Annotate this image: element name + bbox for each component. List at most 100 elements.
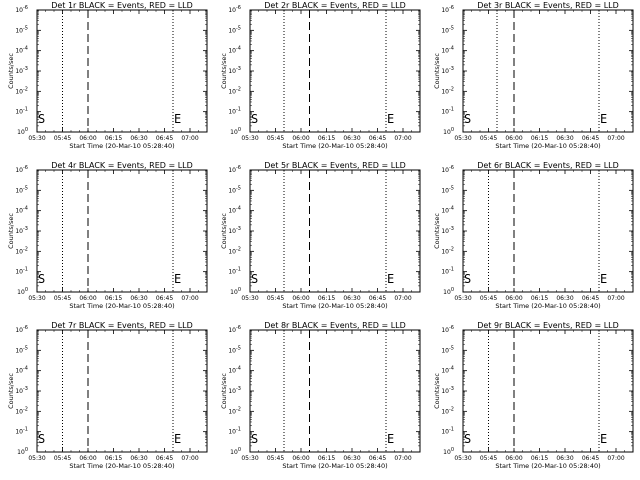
- y-tick-exponent: 0: [25, 287, 28, 293]
- y-tick-exponent: -2: [236, 86, 241, 92]
- x-axis-title: Start Time (20-Mar-10 05:28:40): [282, 302, 387, 310]
- marker-e: E: [387, 112, 394, 126]
- x-axis-title: Start Time (20-Mar-10 05:28:40): [69, 462, 174, 470]
- y-tick-exponent: -2: [449, 406, 454, 412]
- y-tick-exponent: -1: [449, 107, 454, 113]
- y-tick-label: 10-4: [228, 46, 241, 55]
- marker-s: S: [38, 112, 45, 126]
- y-tick-mantissa: 10: [441, 368, 449, 375]
- y-tick-label: 10-3: [15, 386, 28, 395]
- y-tick-mantissa: 10: [443, 129, 451, 136]
- y-tick-mantissa: 10: [15, 68, 23, 75]
- y-tick-mantissa: 10: [15, 88, 23, 95]
- y-tick-exponent: 0: [451, 127, 454, 133]
- panel-det-1: Det 1r BLACK = Events, RED = LLD10010-11…: [7, 1, 208, 150]
- y-tick-mantissa: 10: [228, 27, 236, 34]
- panel-title: Det 1r BLACK = Events, RED = LLD: [51, 1, 193, 10]
- y-tick-mantissa: 10: [15, 27, 23, 34]
- y-tick-label: 10-6: [441, 165, 454, 174]
- y-tick-exponent: 0: [238, 447, 241, 453]
- marker-e: E: [387, 432, 394, 446]
- x-tick-label: 06:00: [505, 295, 522, 302]
- x-tick-label: 06:00: [505, 455, 522, 462]
- y-tick-exponent: -5: [449, 25, 454, 31]
- y-tick-mantissa: 10: [228, 327, 236, 334]
- y-tick-label: 10-5: [228, 345, 241, 354]
- y-tick-label: 10-5: [228, 25, 241, 34]
- x-tick-label: 05:30: [454, 455, 471, 462]
- y-tick-exponent: -4: [449, 366, 454, 372]
- marker-e: E: [600, 112, 607, 126]
- y-tick-mantissa: 10: [441, 88, 449, 95]
- y-tick-label: 10-3: [228, 386, 241, 395]
- y-tick-label: 100: [230, 447, 241, 456]
- y-tick-exponent: -6: [236, 325, 241, 331]
- x-tick-label: 06:00: [292, 135, 309, 142]
- y-tick-label: 10-6: [15, 165, 28, 174]
- y-tick-mantissa: 10: [228, 187, 236, 194]
- y-tick-label: 10-4: [15, 206, 28, 215]
- y-tick-exponent: -6: [23, 5, 28, 11]
- x-tick-label: 06:30: [130, 455, 147, 462]
- plot-frame: [249, 169, 421, 293]
- y-tick-exponent: -3: [23, 226, 28, 232]
- y-tick-exponent: -6: [449, 5, 454, 11]
- y-tick-mantissa: 10: [15, 248, 23, 255]
- y-tick-mantissa: 10: [17, 289, 25, 296]
- panel-title: Det 7r BLACK = Events, RED = LLD: [51, 321, 193, 330]
- y-tick-exponent: -6: [23, 325, 28, 331]
- y-tick-mantissa: 10: [441, 109, 449, 116]
- y-tick-mantissa: 10: [230, 449, 238, 456]
- x-tick-label: 07:00: [394, 135, 411, 142]
- x-tick-label: 06:45: [582, 455, 599, 462]
- y-tick-label: 10-4: [15, 366, 28, 375]
- y-tick-mantissa: 10: [228, 228, 236, 235]
- y-tick-label: 10-6: [441, 325, 454, 334]
- x-axis-title: Start Time (20-Mar-10 05:28:40): [69, 302, 174, 310]
- x-tick-label: 06:30: [556, 135, 573, 142]
- y-tick-exponent: -4: [236, 366, 241, 372]
- x-tick-label: 05:45: [54, 135, 71, 142]
- y-tick-mantissa: 10: [228, 48, 236, 55]
- y-tick-mantissa: 10: [441, 429, 449, 436]
- panel-title: Det 5r BLACK = Events, RED = LLD: [264, 161, 406, 170]
- x-tick-label: 06:00: [79, 135, 96, 142]
- x-axis-title: Start Time (20-Mar-10 05:28:40): [495, 462, 600, 470]
- y-tick-exponent: -4: [23, 206, 28, 212]
- y-tick-exponent: -6: [449, 165, 454, 171]
- y-tick-mantissa: 10: [441, 167, 449, 174]
- y-tick-exponent: -1: [449, 427, 454, 433]
- y-tick-exponent: -2: [236, 246, 241, 252]
- panel-title: Det 4r BLACK = Events, RED = LLD: [51, 161, 193, 170]
- x-tick-label: 05:45: [267, 295, 284, 302]
- x-tick-label: 06:15: [105, 135, 122, 142]
- y-tick-exponent: -4: [23, 46, 28, 52]
- panel-title: Det 8r BLACK = Events, RED = LLD: [264, 321, 406, 330]
- y-tick-mantissa: 10: [441, 347, 449, 354]
- x-tick-label: 07:00: [607, 455, 624, 462]
- plot-frame: [249, 9, 421, 133]
- marker-e: E: [600, 272, 607, 286]
- panel-det-9: Det 9r BLACK = Events, RED = LLD10010-11…: [433, 321, 634, 470]
- x-tick-label: 05:30: [241, 455, 258, 462]
- x-axis-title: Start Time (20-Mar-10 05:28:40): [495, 142, 600, 150]
- marker-s: S: [464, 272, 471, 286]
- y-tick-label: 100: [443, 127, 454, 136]
- y-tick-label: 10-1: [228, 107, 241, 116]
- x-tick-label: 06:15: [531, 135, 548, 142]
- x-tick-label: 06:15: [531, 295, 548, 302]
- y-tick-label: 10-3: [441, 66, 454, 75]
- panel-title: Det 3r BLACK = Events, RED = LLD: [477, 1, 619, 10]
- y-tick-label: 10-2: [441, 246, 454, 255]
- x-tick-label: 06:00: [79, 455, 96, 462]
- y-tick-label: 10-2: [228, 406, 241, 415]
- x-tick-label: 06:00: [79, 295, 96, 302]
- x-tick-label: 06:30: [343, 295, 360, 302]
- y-tick-exponent: -3: [449, 386, 454, 392]
- x-tick-label: 06:15: [105, 295, 122, 302]
- y-tick-exponent: -2: [23, 246, 28, 252]
- y-tick-exponent: -2: [449, 246, 454, 252]
- x-tick-label: 05:45: [267, 135, 284, 142]
- y-tick-label: 10-4: [441, 366, 454, 375]
